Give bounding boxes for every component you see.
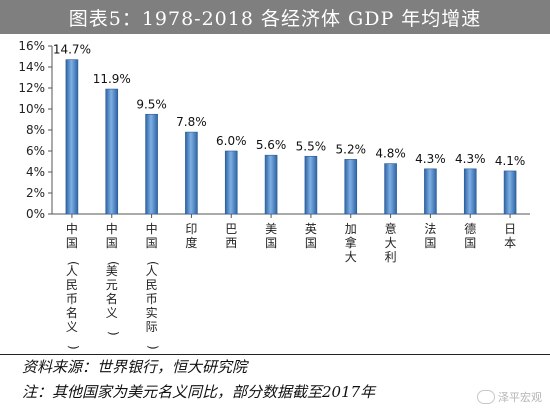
y-tick-label: 0% xyxy=(26,207,45,221)
data-label: 9.5% xyxy=(136,97,167,111)
bar xyxy=(224,150,238,215)
watermark-text: 泽平宏观 xyxy=(498,391,542,404)
data-label: 14.7% xyxy=(53,43,91,57)
bar xyxy=(503,170,517,215)
source-divider xyxy=(0,354,550,355)
y-tick-label: 10% xyxy=(18,102,45,116)
y-tick-label: 12% xyxy=(18,81,45,95)
y-tick-label: 4% xyxy=(26,165,45,179)
x-tick-label: 中国(美元名义) xyxy=(106,221,121,336)
x-tick-label: 英国 xyxy=(305,222,317,250)
x-tick-label: 美国 xyxy=(265,222,277,250)
bar xyxy=(344,159,358,215)
x-tick-label: 巴西 xyxy=(225,222,237,250)
x-tick-label: 中国(人民币名义) xyxy=(66,221,81,350)
x-tick-label: 印度 xyxy=(185,222,197,250)
bar xyxy=(264,154,278,215)
bar xyxy=(185,131,198,215)
x-tick-label: 德国 xyxy=(464,221,476,250)
bar xyxy=(304,155,318,215)
data-label: 7.8% xyxy=(176,115,207,129)
source-text: 资料来源：世界银行，恒大研究院 xyxy=(22,358,248,376)
data-label: 4.1% xyxy=(495,154,526,168)
data-label: 4.3% xyxy=(415,152,446,166)
wechat-icon xyxy=(477,390,495,404)
bar xyxy=(65,59,79,215)
bar xyxy=(424,168,437,215)
x-tick-label: 日本 xyxy=(504,222,516,250)
bar xyxy=(384,163,397,215)
data-label: 4.3% xyxy=(455,152,486,166)
bar xyxy=(463,168,477,215)
x-tick-label: 意大利 xyxy=(385,221,397,264)
y-tick-label: 16% xyxy=(18,39,45,53)
data-label: 5.5% xyxy=(296,139,327,153)
chart-bars: 14.7% 11.9% 9.5% 7.8% 6.0% 5.6% 5.5% 5.2% 4.8% 4.… xyxy=(53,43,526,215)
data-label: 11.9% xyxy=(93,72,131,86)
y-tick-label: 6% xyxy=(26,144,45,158)
bar-chart: 0% 2% 4% 6% 8% 10% 12% 14% 16% 中国(人民币名义) 中国(美元名义) 中… xyxy=(18,39,530,350)
x-tick-label: 加拿大 xyxy=(345,222,357,264)
chart-title: 图表5：1978-2018 各经济体 GDP 年均增速 xyxy=(0,0,550,34)
watermark: 泽平宏观 xyxy=(477,389,542,405)
y-tick-label: 8% xyxy=(26,123,45,137)
y-tick-label: 14% xyxy=(18,60,45,74)
data-label: 4.8% xyxy=(375,147,406,161)
bar xyxy=(105,88,119,215)
y-tick-label: 2% xyxy=(26,186,45,200)
x-tick-label: 法国 xyxy=(424,222,436,250)
bar xyxy=(145,113,158,215)
data-label: 5.6% xyxy=(256,138,287,152)
chart-axes: 0% 2% 4% 6% 8% 10% 12% 14% 16% 中国(人民币名义) 中国(美元名义) 中… xyxy=(18,39,530,350)
x-tick-label: 中国(人民币实际) xyxy=(146,221,161,350)
note-text: 注：其他国家为美元名义同比，部分数据截至2017年 xyxy=(22,383,376,401)
data-label: 6.0% xyxy=(216,134,247,148)
data-label: 5.2% xyxy=(336,142,367,156)
